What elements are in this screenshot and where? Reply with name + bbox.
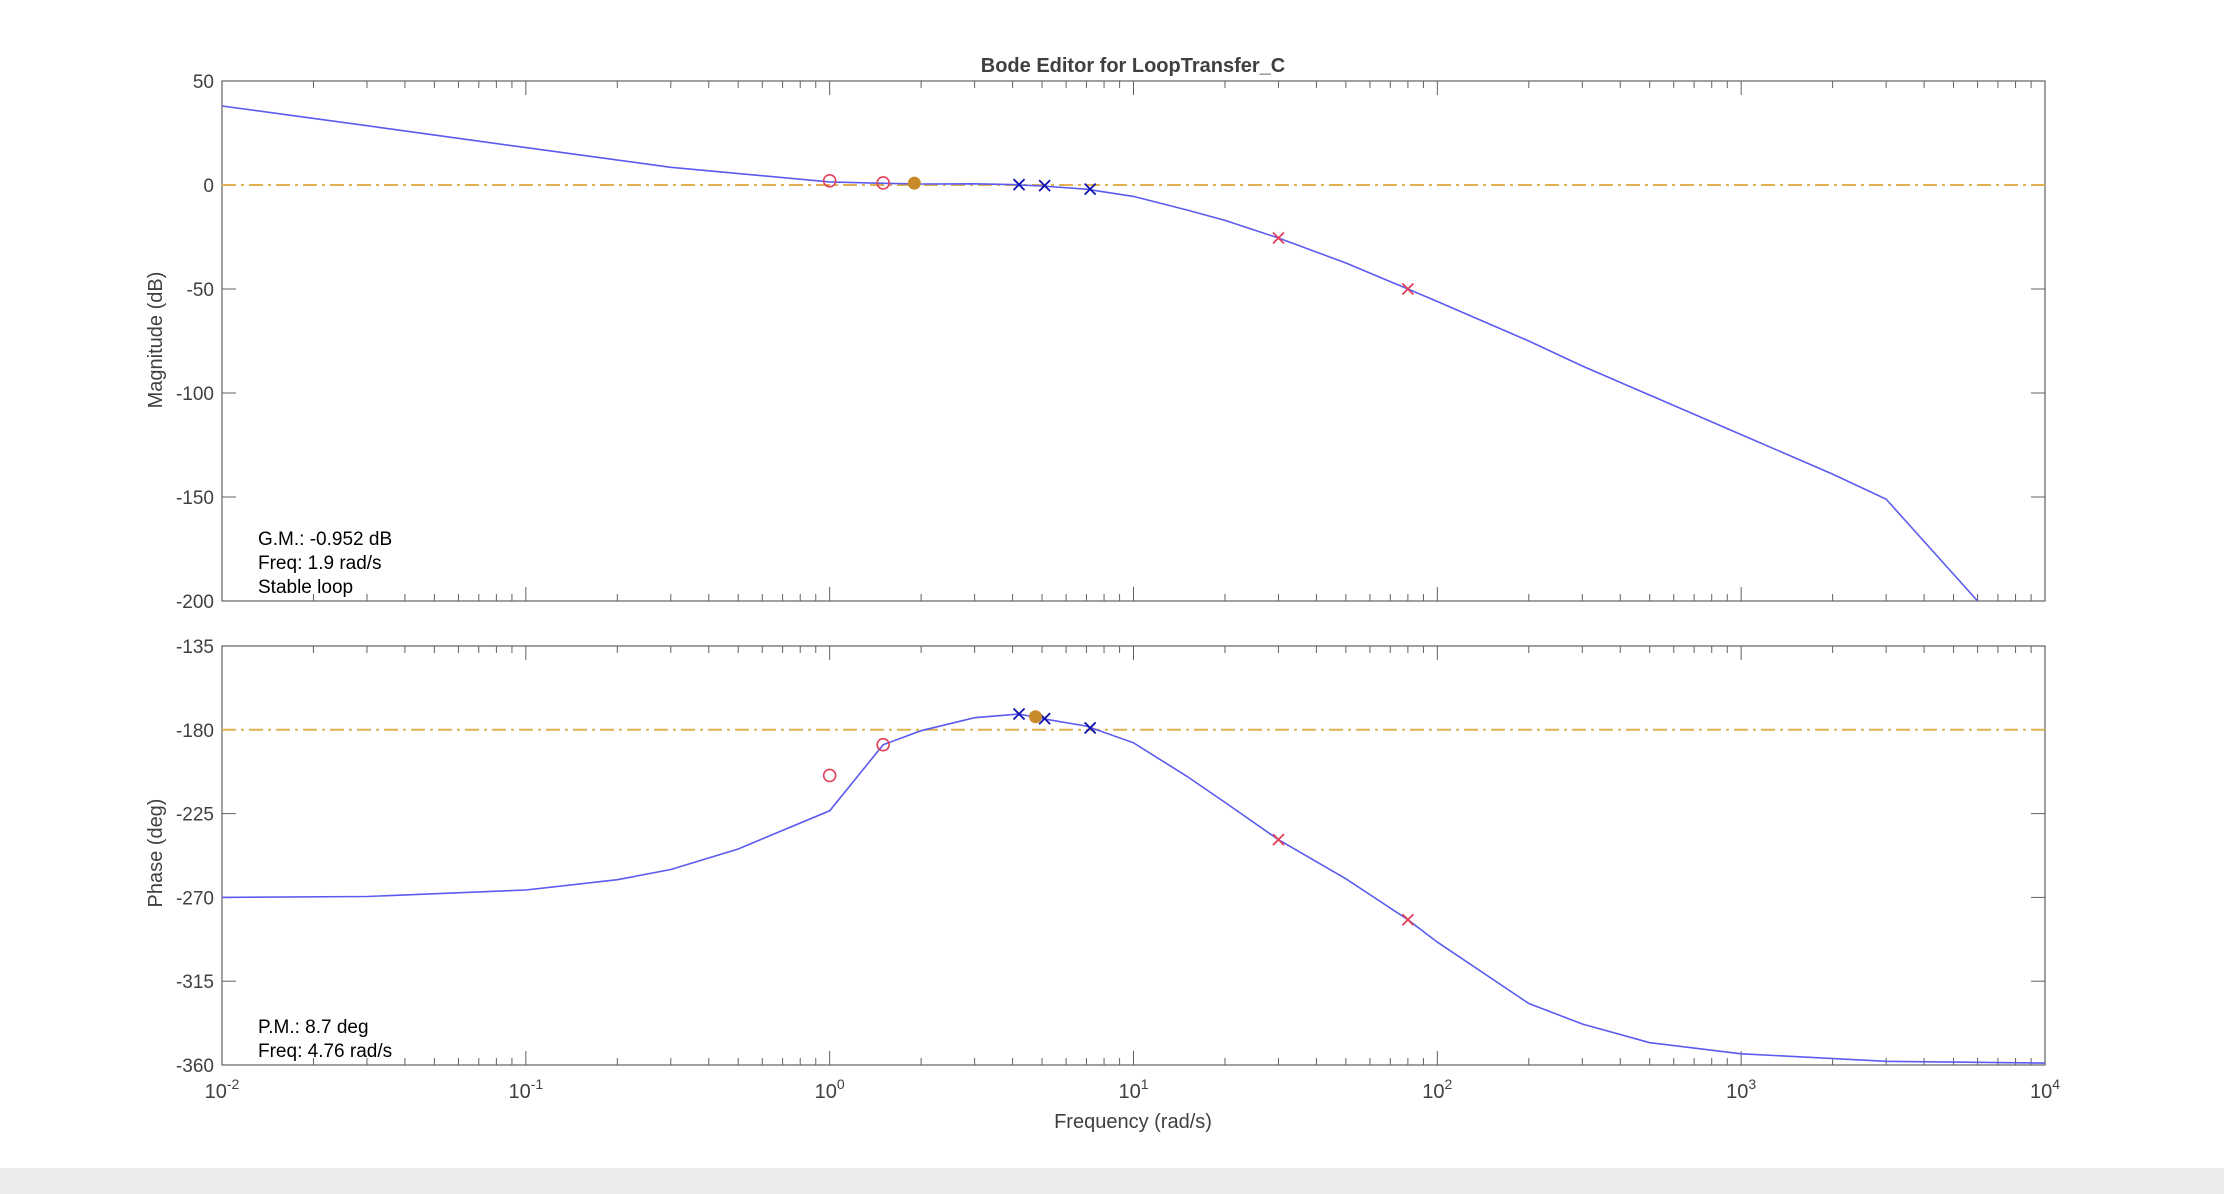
mag-response-line bbox=[222, 105, 1979, 601]
phase-response-line bbox=[222, 713, 2045, 1064]
mag-pole-marker bbox=[1038, 179, 1051, 192]
phase-zero-marker bbox=[822, 768, 837, 783]
mag-annotation-line: G.M.: -0.952 dB bbox=[258, 529, 392, 550]
mag-y-tick-label: -100 bbox=[176, 384, 214, 405]
x-tick-label: 100 bbox=[815, 1076, 845, 1103]
x-tick-label: 10-1 bbox=[508, 1076, 543, 1103]
x-tick-label: 10-2 bbox=[205, 1076, 240, 1103]
bode-chart: Bode Editor for LoopTransfer_C 50 0 -50 -10… bbox=[145, 55, 2060, 1133]
mag-pole-marker bbox=[1401, 282, 1415, 296]
mag-annotation-line: Freq: 1.9 rad/s bbox=[258, 553, 382, 574]
mag-pole-marker bbox=[1012, 178, 1026, 191]
phase-y-tick-label: -135 bbox=[176, 637, 214, 658]
mag-zero-marker bbox=[822, 174, 837, 188]
mag-margin-marker bbox=[907, 176, 921, 190]
window-bottom-strip bbox=[0, 1168, 2224, 1194]
phase-y-tick-label: -315 bbox=[176, 972, 214, 993]
phase-ylabel: Phase (deg) bbox=[145, 799, 167, 908]
magnitude-ylabel: Magnitude (dB) bbox=[145, 272, 167, 409]
mag-y-tick-label: -200 bbox=[176, 592, 214, 613]
mag-y-tick-label: 50 bbox=[193, 72, 214, 93]
phase-y-tick-label: -225 bbox=[176, 805, 214, 826]
x-tick-label: 103 bbox=[1726, 1076, 1756, 1103]
mag-axes-box bbox=[221, 80, 2046, 602]
mag-y-tick-label: -50 bbox=[187, 280, 214, 301]
phase-plot: -135 -180 -225 -270 -315 -360 P.M.: 8.7 deg Fre… bbox=[176, 637, 2060, 1103]
phase-pole-marker bbox=[1401, 913, 1415, 926]
mag-zero-marker bbox=[876, 176, 890, 190]
bode-figure: Bode Editor for LoopTransfer_C 50 0 -50 -10… bbox=[0, 0, 2224, 1168]
phase-axes-box bbox=[221, 645, 2046, 1066]
phase-annotation-line: P.M.: 8.7 deg bbox=[258, 1017, 369, 1038]
x-axis-label: Frequency (rad/s) bbox=[1054, 1111, 1212, 1133]
mag-pole-marker bbox=[1272, 231, 1285, 245]
x-tick-label: 101 bbox=[1118, 1076, 1148, 1103]
mag-annotation-line: Stable loop bbox=[258, 577, 353, 598]
phase-y-tick-label: -180 bbox=[176, 721, 214, 742]
mag-y-tick-label: 0 bbox=[203, 176, 214, 197]
phase-pole-marker bbox=[1084, 721, 1097, 735]
phase-margin-marker bbox=[1029, 710, 1043, 724]
magnitude-plot: 50 0 -50 -100 -150 -200 G.M.: -0.952 dB Freq: 1… bbox=[176, 72, 2046, 613]
x-tick-label: 104 bbox=[2030, 1076, 2060, 1103]
mag-pole-marker bbox=[1084, 183, 1097, 196]
phase-pole-marker bbox=[1012, 707, 1026, 721]
phase-y-tick-label: -270 bbox=[176, 888, 214, 909]
phase-y-tick-label: -360 bbox=[176, 1056, 214, 1077]
mag-y-tick-label: -150 bbox=[176, 488, 214, 509]
x-tick-label: 102 bbox=[1422, 1076, 1452, 1103]
chart-title: Bode Editor for LoopTransfer_C bbox=[981, 55, 1285, 77]
phase-zero-marker bbox=[876, 737, 890, 752]
phase-pole-marker bbox=[1272, 833, 1285, 846]
phase-annotation-line: Freq: 4.76 rad/s bbox=[258, 1041, 392, 1062]
